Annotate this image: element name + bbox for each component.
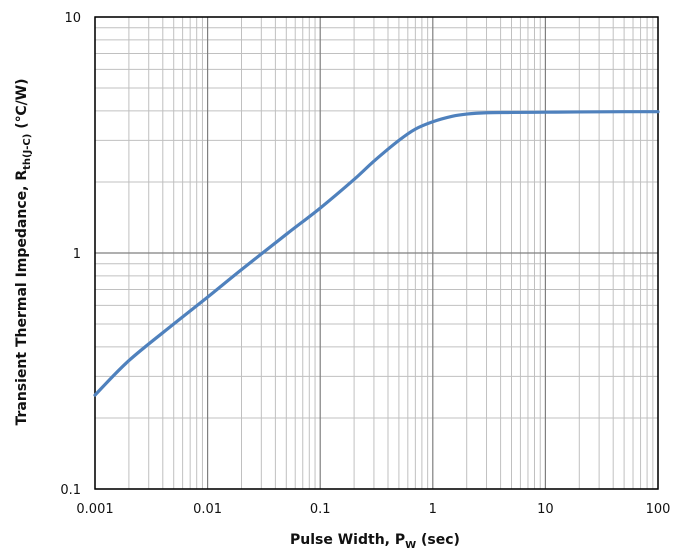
grid-lines [94,16,659,490]
thermal-impedance-curve [93,110,660,397]
y-tick-label: 1 [73,247,81,262]
y-tick-labels: 0.1 1 10 [60,11,81,498]
x-tick-label: 0.001 [76,502,113,517]
plot-frame [94,16,659,490]
plot-border [94,16,659,490]
x-tick-label: 1 [429,502,437,517]
x-tick-labels: 0.001 0.01 0.1 1 10 100 [76,502,670,517]
x-tick-label: 0.1 [310,502,331,517]
x-tick-label: 10 [537,502,554,517]
data-series [93,110,660,397]
x-axis-label: Pulse Width, PW (sec) [290,532,460,551]
x-tick-label: 0.01 [193,502,222,517]
y-tick-label: 10 [64,11,81,26]
y-tick-label: 0.1 [60,483,81,498]
y-axis-label: Transient Thermal Impedance, Rth(J-C) (℃… [14,78,33,425]
x-tick-label: 100 [646,502,671,517]
